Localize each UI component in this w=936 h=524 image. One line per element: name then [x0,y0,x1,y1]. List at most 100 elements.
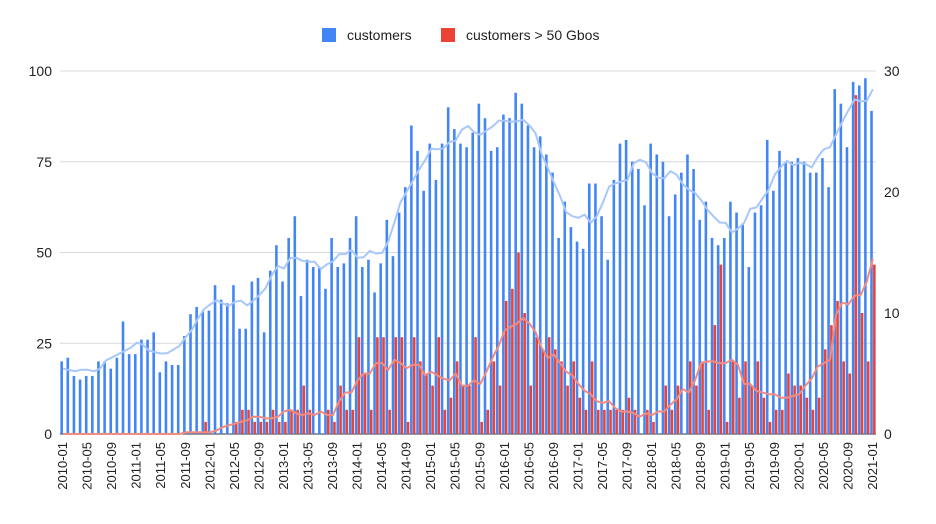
customers-bar [164,361,168,434]
customers-gt-50-bar [376,337,379,434]
customers-gt-50-bar [725,421,729,434]
customers-bar [72,375,76,434]
customers-bar [680,172,683,434]
customers-gt-50-bar [866,361,870,434]
customers-gt-50-bar [823,349,827,434]
x-tick-label: 2014-01 [350,442,365,490]
customers-bar [305,259,309,434]
customers-gt-50-bar [357,337,361,434]
trendlines [62,88,874,435]
customers-gt-50-bar [554,349,557,434]
x-tick-label: 2010-01 [55,442,70,490]
customers-bar [471,132,475,434]
customers-gt-50-bar [541,349,545,434]
x-tick-label: 2014-05 [374,442,389,490]
customers-gt-50-bar [688,361,692,434]
customers-bar [765,139,769,434]
customers-gt-50-bar [560,361,563,434]
customers-bar [354,216,358,434]
customers-gt-50-bar [277,421,281,434]
customers-bar [563,201,567,434]
customers-bar [152,332,155,434]
x-tick-label: 2019-01 [718,442,733,490]
left-tick-label: 0 [44,426,52,442]
x-tick-label: 2015-01 [423,442,438,490]
customers-gt-50-bar [511,288,514,434]
customers-bar [477,103,481,435]
customers-gt-50-bar [854,95,858,434]
customers-bar [870,110,873,435]
customers-gt-50-bar [768,421,772,434]
customers-bar [103,361,106,434]
customers-bar [778,150,781,435]
x-tick-label: 2018-01 [644,442,659,490]
customers-bar [133,354,137,434]
x-tick-label: 2015-05 [448,442,463,490]
customers-bar [618,143,622,434]
customers-bar [385,219,389,434]
customers-gt-50-bar [443,409,447,434]
customers-gt-50-bar [578,397,582,434]
customers-bar [361,267,364,434]
customers-gt-50-bar [713,325,717,434]
customers-gt-50-bar [836,300,839,434]
customers-bar [219,299,223,434]
customers-bar [612,179,616,434]
customers-gt-50-bar [781,409,784,434]
customers-gt-50-bar [455,361,459,434]
right-tick-label: 20 [884,184,900,200]
customers-bar [735,212,738,434]
customers-gt-50-bar [431,385,434,434]
customers-gt-50-bar [296,409,299,434]
x-tick-label: 2014-09 [399,442,414,490]
customers-bar [158,372,162,434]
right-tick-label: 0 [884,426,892,442]
customers-gt-50-bar [253,421,256,434]
customers-bar [97,361,100,434]
customers-gt-50-bar [590,361,594,434]
customers-gt-50-bar [468,385,471,434]
customers-bar [741,223,744,434]
customers-bar [802,161,806,434]
customers-bar [465,147,468,435]
customers-bar [428,143,432,434]
customers-bar [379,263,382,434]
customers-gt-50-bar [646,409,649,434]
left-tick-label: 100 [29,63,53,79]
customers-gt-50-bar [517,252,520,434]
customers-bar [704,201,708,434]
customers-bar [827,187,830,434]
customers-gt-50-bar [449,397,453,434]
customers-bar [84,375,88,434]
customers-bar [201,310,205,434]
customers-bar [410,125,413,434]
customers-gt-50-bar [345,409,348,434]
right-axis: 0 10 20 30 [884,63,900,442]
customers-gt-50-bar [596,409,600,434]
customers-bar [367,259,370,434]
customers-bar [759,205,763,434]
customers-bar [109,368,113,434]
customers-bar [489,150,493,435]
customers-gt-50-bar [615,409,618,434]
right-tick-label: 10 [884,305,900,321]
customers-bar [673,194,677,434]
customers-gt-50-bar [400,337,404,434]
customers-bar [78,379,82,434]
customers-gt-50-bar [811,409,815,434]
customers-gt-50-bar [486,409,490,434]
customers-gt-50-bar [731,361,735,434]
customers-gt-50-bar [265,421,269,434]
customers-gt-50-bar [204,421,207,434]
customers-gt-50-bar [572,361,575,434]
customers-gt-50-bar [584,409,588,434]
customers-bar [698,219,702,434]
customers-gt-50-bar [805,397,809,434]
customers-gt-50-bar [738,397,741,434]
customers-bar [557,237,560,434]
customers-bar [453,129,456,434]
customers-bar [342,263,346,434]
left-tick-label: 25 [36,335,52,351]
customers-bar [624,139,628,434]
customers-bar [318,267,321,434]
